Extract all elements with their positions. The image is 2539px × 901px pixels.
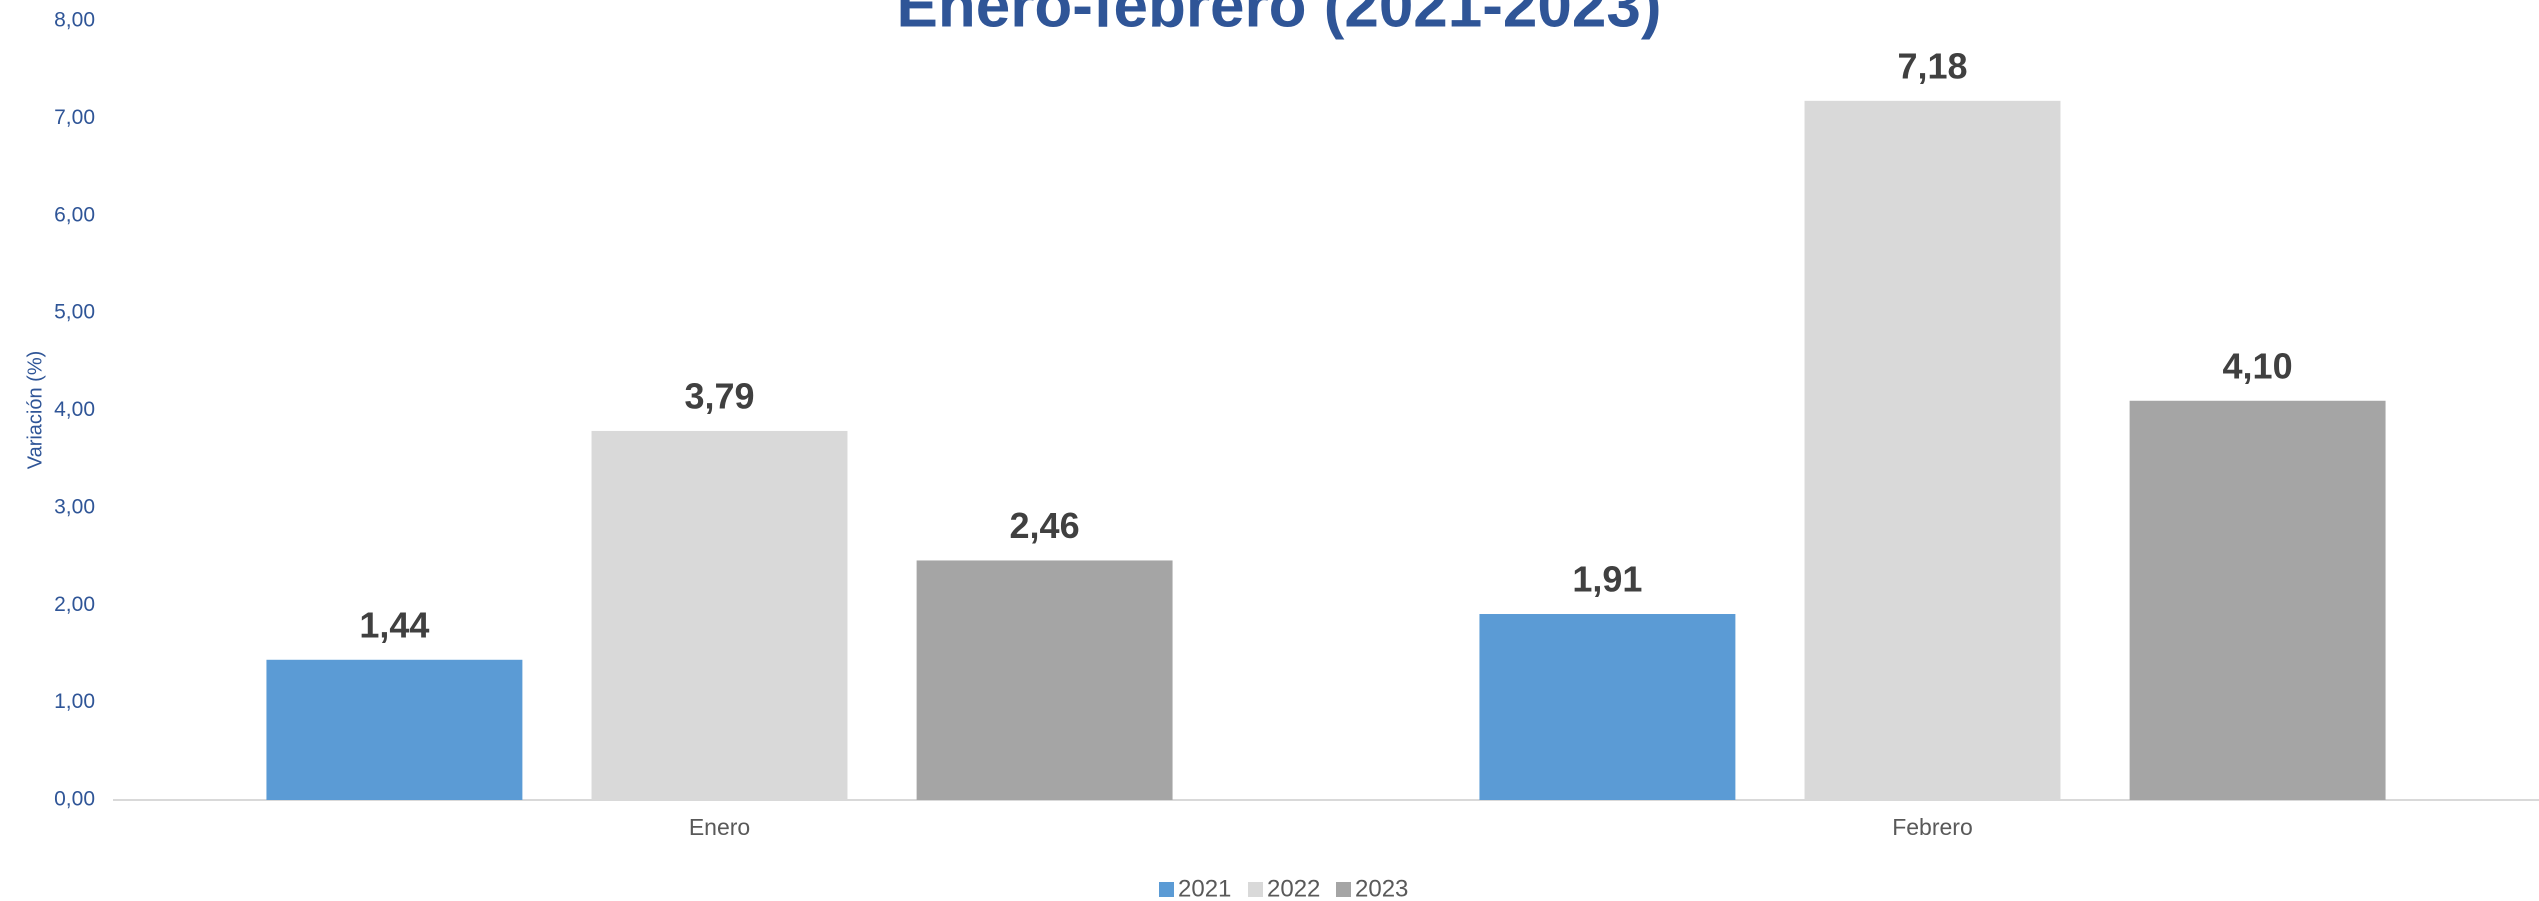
bar [591,430,848,800]
legend-label: 2023 [1355,875,1408,901]
y-tick-label: 5,00 [54,301,95,324]
y-axis-label: Variación (%) [24,351,46,470]
x-tick-label: Enero [689,814,750,840]
y-tick-label: 3,00 [54,495,95,518]
bar [1479,614,1736,800]
legend-label: 2022 [1267,875,1320,901]
bar [266,659,523,800]
y-tick-label: 4,00 [54,398,95,421]
chart-title: Enero-febrero (2021-2023) [897,0,1662,40]
bar [1804,100,2061,800]
data-label: 2,46 [1010,505,1080,546]
bar [916,560,1173,800]
legend-swatch [1248,882,1263,897]
y-tick-label: 1,00 [54,690,95,713]
y-tick-label: 2,00 [54,593,95,616]
bar [2129,400,2386,800]
data-label: 3,79 [684,375,754,416]
legend-swatch [1159,882,1174,897]
y-tick-label: 7,00 [54,106,95,129]
data-label: 7,18 [1897,45,1967,86]
y-tick-label: 0,00 [54,788,95,811]
legend-swatch [1336,882,1351,897]
legend-label: 2021 [1178,875,1231,901]
x-tick-label: Febrero [1892,814,1973,840]
data-label: 1,91 [1572,559,1642,600]
y-tick-label: 8,00 [54,9,95,32]
y-tick-label: 6,00 [54,203,95,226]
data-label: 4,10 [2223,345,2293,386]
data-label: 1,44 [359,604,429,645]
